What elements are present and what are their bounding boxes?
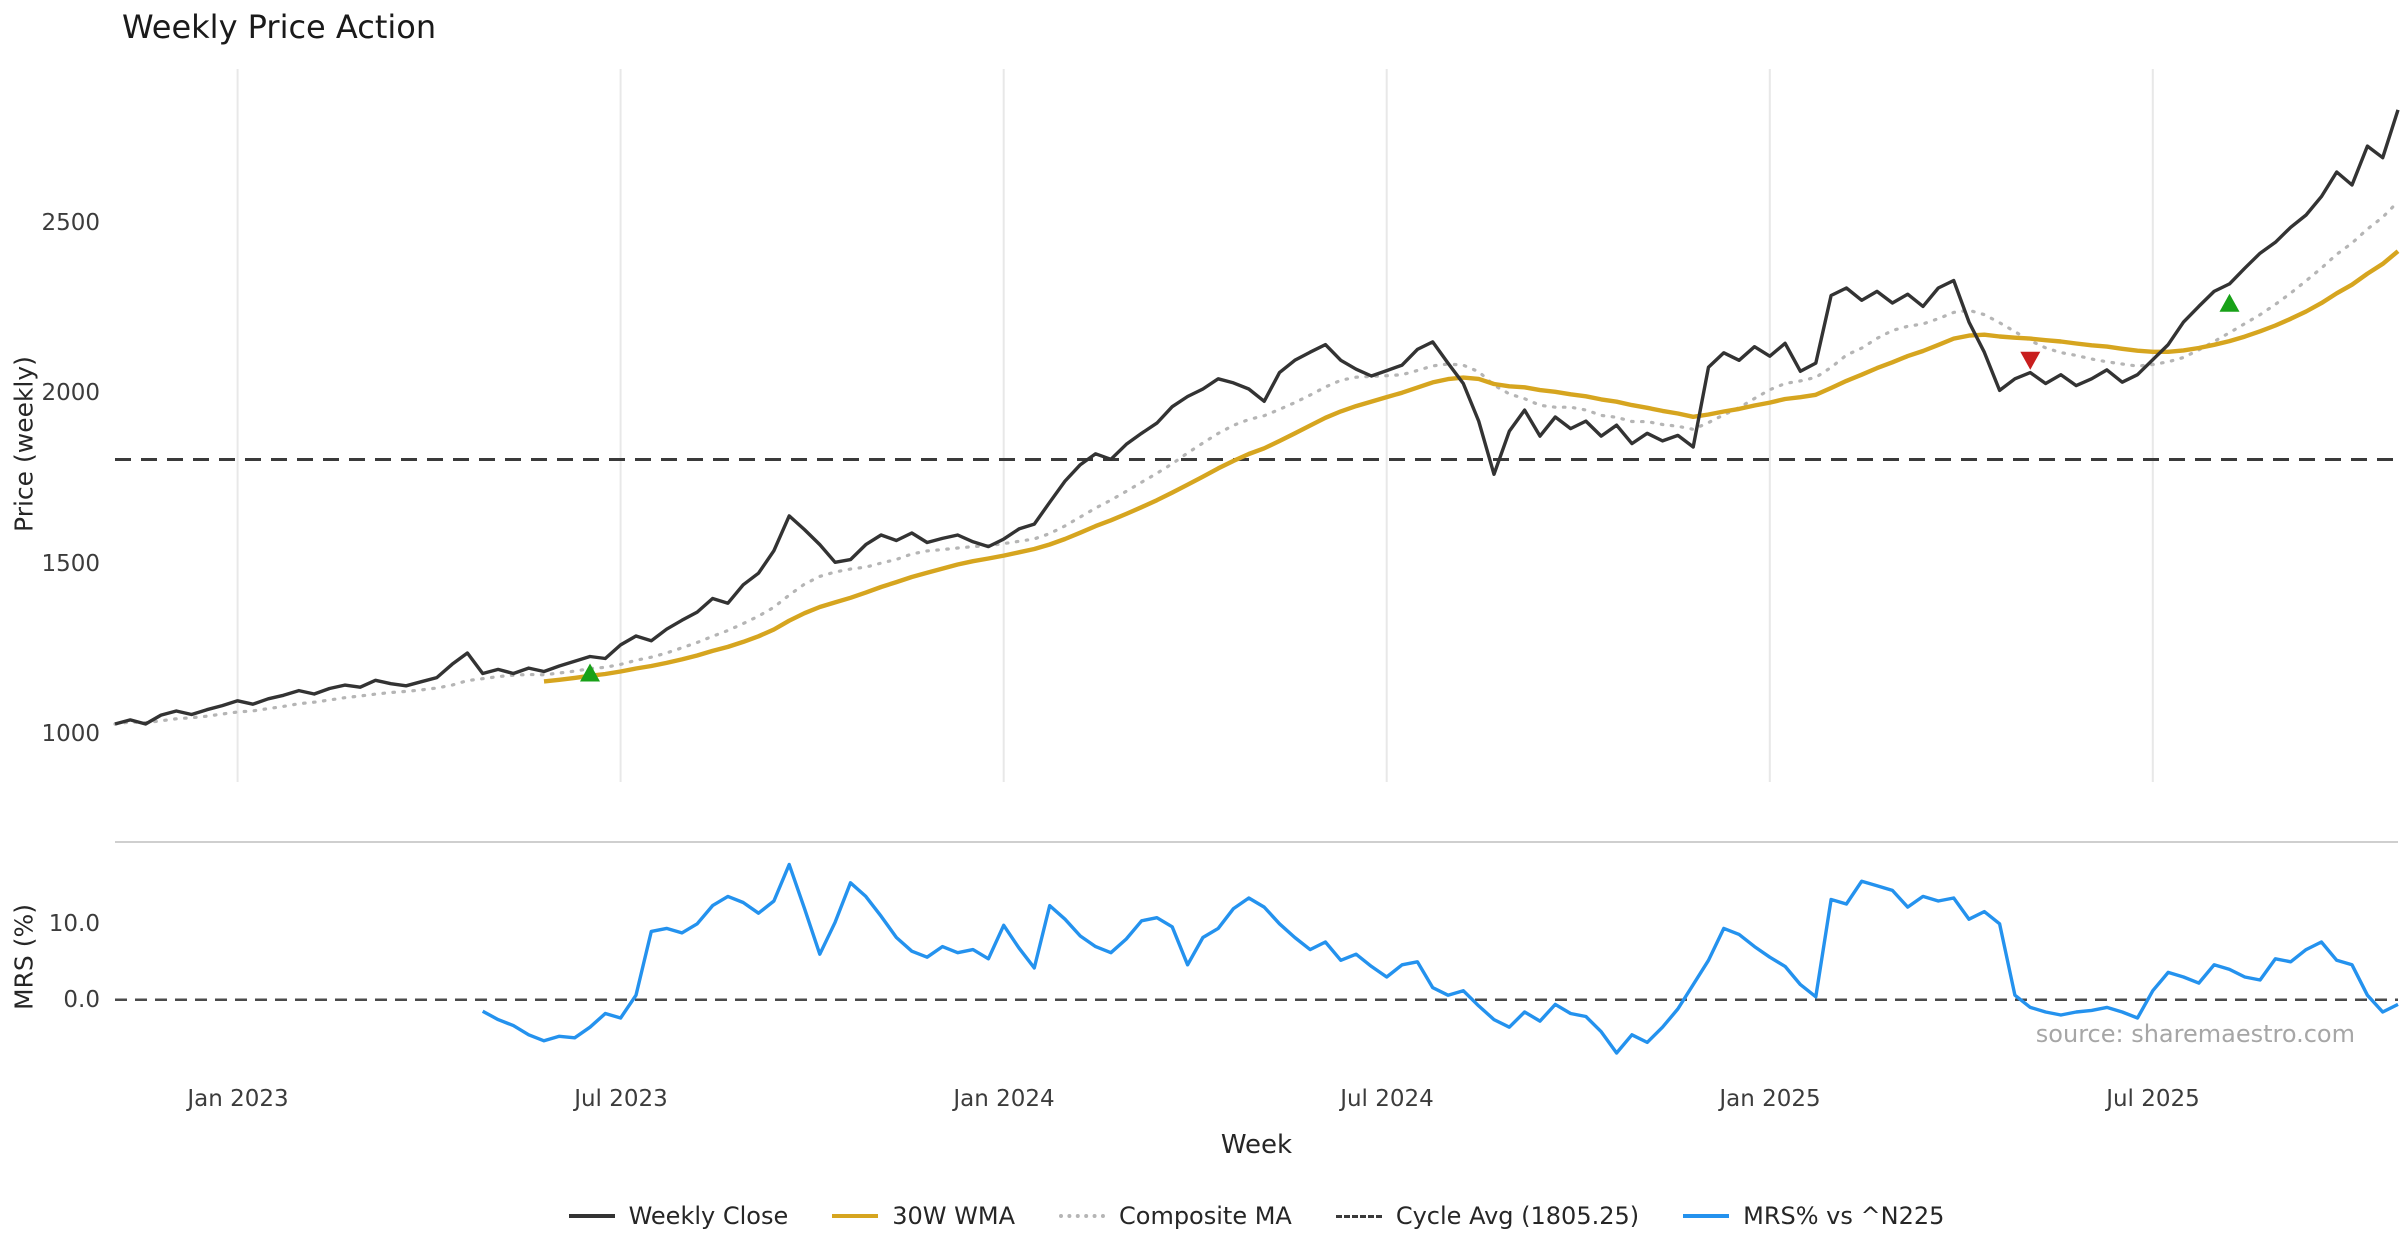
buy-signal-marker	[580, 663, 600, 682]
legend-label-composite-ma: Composite MA	[1119, 1202, 1292, 1230]
x-tick-label: Jan 2023	[187, 1086, 289, 1112]
legend: Weekly Close 30W WMA Composite MA Cycle …	[115, 1202, 2398, 1230]
legend-label-mrs: MRS% vs ^N225	[1743, 1202, 1945, 1230]
x-tick-label: Jul 2025	[2106, 1086, 2200, 1112]
legend-item-weekly-close: Weekly Close	[568, 1202, 789, 1230]
price-y-tick-label: 2000	[41, 380, 100, 406]
source-watermark: source: sharemaestro.com	[2035, 1020, 2355, 1048]
wma-line-swatch	[832, 1214, 879, 1218]
x-tick-label: Jul 2024	[1340, 1086, 1434, 1112]
price-y-tick-label: 1500	[41, 551, 100, 577]
x-tick-label: Jan 2024	[953, 1086, 1055, 1112]
price-y-tick-label: 1000	[41, 721, 100, 747]
legend-label-cycle-avg: Cycle Avg (1805.25)	[1395, 1202, 1640, 1230]
composite-ma-line	[113, 200, 2400, 726]
buy-signal-marker	[2219, 293, 2240, 312]
cycle-avg-line-swatch	[1335, 1214, 1382, 1218]
mrs-y-tick-label: 0.0	[63, 987, 100, 1013]
legend-item-cycle-avg: Cycle Avg (1805.25)	[1335, 1202, 1640, 1230]
legend-label-weekly-close: Weekly Close	[628, 1202, 789, 1230]
weekly-close-line	[114, 109, 2400, 726]
legend-item-mrs: MRS% vs ^N225	[1683, 1202, 1944, 1230]
mrs-line-swatch	[1683, 1214, 1730, 1218]
chart-title: Weekly Price Action	[122, 8, 437, 46]
legend-item-30w-wma: 30W WMA	[832, 1202, 1015, 1230]
legend-label-30w-wma: 30W WMA	[892, 1202, 1015, 1230]
weekly-close-line-swatch	[568, 1214, 615, 1218]
x-tick-label: Jan 2025	[1719, 1086, 1821, 1112]
wma-line	[543, 249, 2400, 684]
sell-signal-marker	[2020, 351, 2041, 370]
mrs-line	[481, 862, 2399, 1055]
mrs-y-tick-label: 10.0	[48, 911, 100, 937]
price-y-tick-label: 2500	[41, 210, 100, 236]
legend-item-composite-ma: Composite MA	[1059, 1202, 1292, 1230]
composite-ma-line-swatch	[1059, 1214, 1105, 1218]
x-axis-label: Week	[1220, 1130, 1293, 1160]
x-tick-label: Jul 2023	[574, 1086, 668, 1112]
